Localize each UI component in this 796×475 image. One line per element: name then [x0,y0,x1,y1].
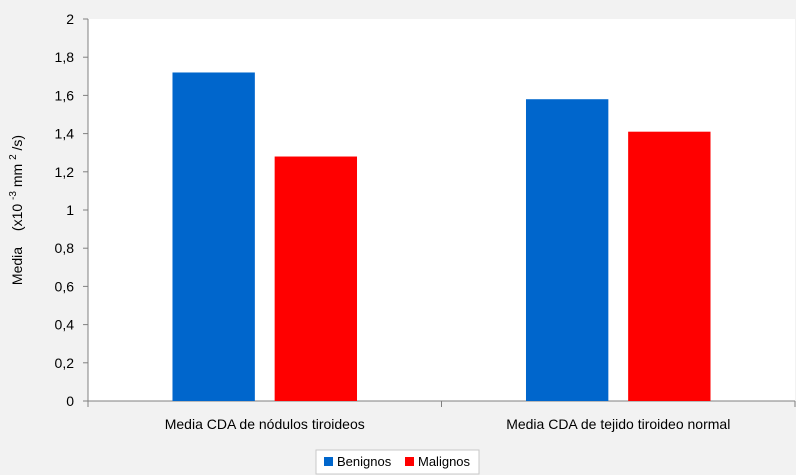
bar-malignos-2 [628,131,711,401]
y-tick-label: 0,6 [55,278,75,294]
legend-swatch-benignos [324,457,333,466]
legend: Benignos Malignos [315,449,480,475]
legend-box [315,449,480,475]
legend-label-malignos: Malignos [418,454,471,469]
x-category-label: Media CDA de tejido tiroideo normal [506,416,730,432]
y-tick-label: 0,2 [55,355,75,371]
y-axis-label-unit-prefix: (x10 [9,204,25,231]
y-axis-label-exp1: -3 [8,191,19,200]
y-axis-label: Media (x10 -3 mm 2 /s) [3,135,25,285]
y-axis-label-exp2: 2 [8,154,19,160]
x-axis [87,400,796,407]
y-tick-label: 0,8 [55,240,75,256]
bar-benignos-2 [525,99,609,401]
bar-malignos-1 [274,156,358,401]
x-category-label: Media CDA de nódulos tiroideos [165,416,365,432]
y-axis: 0 0,2 0,4 0,6 0,8 1 1,2 1,4 1,6 1,8 2 [55,11,89,409]
y-tick-label: 2 [66,11,74,27]
y-tick-label: 0 [66,393,74,409]
y-tick-label: 1,2 [55,164,75,180]
legend-label-benignos: Benignos [337,454,392,469]
y-axis-label-unit-suffix: /s) [9,135,25,151]
legend-swatch-malignos [405,457,414,466]
y-tick-label: 1 [66,202,74,218]
bar-benignos-1 [172,72,255,401]
bars [172,72,711,401]
y-tick-label: 1,8 [55,49,75,65]
y-tick-label: 0,4 [55,317,75,333]
y-axis-label-main: Media [9,247,25,285]
y-axis-label-unit-mid: mm [9,164,25,187]
category-labels: Media CDA de nódulos tiroideos Media CDA … [165,416,731,432]
y-tick-label: 1,6 [55,87,75,103]
y-tick-label: 1,4 [55,126,75,142]
